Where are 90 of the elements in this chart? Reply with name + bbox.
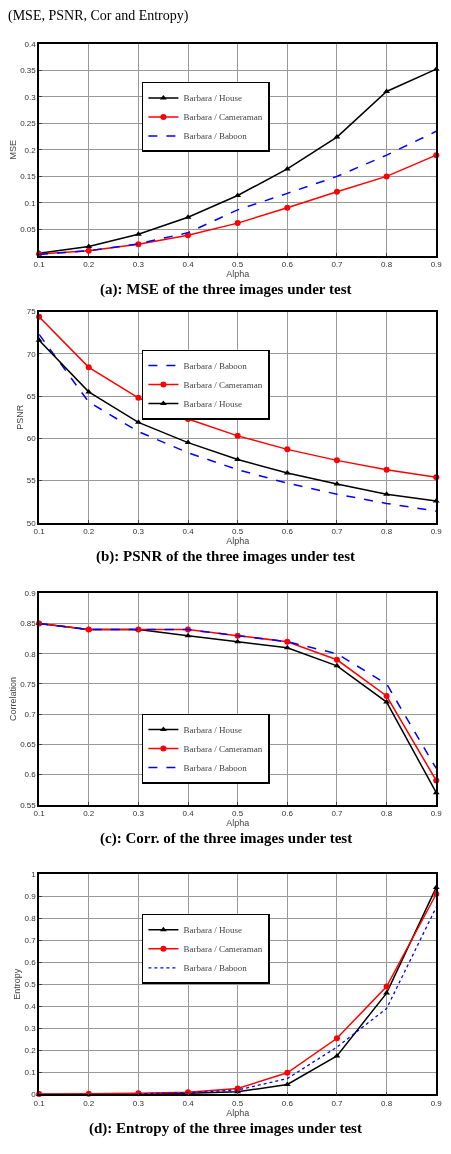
y-axis-title: MSE	[8, 140, 19, 160]
x-tick-label: 0.9	[430, 809, 443, 819]
legend-label: Barbara / House	[183, 93, 242, 104]
x-tick-label: 0.8	[381, 1098, 393, 1108]
x-tick-label: 0.5	[232, 809, 244, 819]
x-tick-label: 0.6	[281, 809, 294, 819]
y-tick-label: 0.8	[24, 914, 37, 924]
x-tick-label: 0.9	[430, 260, 443, 270]
y-tick-label: 0.6	[24, 770, 37, 780]
y-tick-label: 0.3	[24, 1024, 37, 1034]
x-tick-label: 0.3	[132, 1098, 145, 1108]
legend-label: Barbara / Cameraman	[183, 112, 263, 123]
x-axis-title: Alpha	[226, 1107, 250, 1118]
y-tick-label: 0.3	[24, 92, 37, 102]
y-axis-title: Entropy	[12, 968, 23, 1000]
y-tick-label: 0.1	[24, 1068, 37, 1078]
x-tick-label: 0.4	[182, 809, 195, 819]
y-tick-label: 0.5	[24, 980, 37, 990]
y-tick-label: 70	[26, 349, 37, 359]
x-axis-title: Alpha	[226, 269, 250, 280]
x-tick-label: 0.8	[381, 527, 393, 537]
x-tick-label: 0.2	[83, 260, 95, 270]
y-tick-label: 75	[26, 307, 37, 317]
y-tick-label: 50	[26, 518, 37, 528]
x-tick-label: 0.7	[331, 260, 344, 270]
y-tick-label: 1	[31, 869, 37, 879]
x-tick-label: 0.8	[381, 809, 393, 819]
y-tick-label: 0.35	[20, 66, 37, 76]
x-axis-title: Alpha	[226, 818, 250, 829]
x-tick-label: 0.3	[132, 809, 145, 819]
x-tick-label: 0.2	[83, 1098, 95, 1108]
x-tick-label: 0.6	[281, 260, 294, 270]
x-tick-label: 0.7	[331, 527, 344, 537]
legend-label: Barbara / House	[183, 925, 242, 936]
y-tick-label: 0.1	[24, 198, 37, 208]
x-tick-label: 0.3	[132, 260, 145, 270]
text: (MSE, PSNR, Cor and Entropy)	[8, 8, 189, 24]
y-tick-label: 0.75	[20, 679, 37, 689]
y-tick-label: 60	[26, 434, 37, 444]
y-tick-label: 0.9	[24, 589, 37, 599]
x-tick-label: 0.5	[232, 260, 244, 270]
y-axis-title: Correlation	[8, 677, 19, 722]
legend-label: Barbara / House	[183, 399, 242, 410]
x-tick-label: 0.9	[430, 527, 443, 537]
y-tick-label: 65	[26, 391, 37, 401]
y-tick-label: 0.15	[20, 172, 37, 182]
x-tick-label: 0.8	[381, 260, 393, 270]
x-tick-label: 0.5	[232, 1098, 244, 1108]
x-tick-label: 0.7	[331, 809, 344, 819]
x-tick-label: 0.3	[132, 527, 145, 537]
y-tick-label: 0.85	[20, 619, 37, 629]
legend-label: Barbara / Baboon	[183, 963, 248, 974]
x-tick-label: 0.2	[83, 527, 95, 537]
x-tick-label: 0.4	[182, 260, 195, 270]
x-tick-label: 0.9	[430, 1098, 443, 1108]
legend-label: Barbara / Cameraman	[183, 944, 263, 955]
y-tick-label: 0.25	[20, 119, 37, 129]
x-tick-label: 0.2	[83, 809, 95, 819]
y-tick-label: 55	[26, 476, 37, 486]
y-tick-label: 0.4	[24, 39, 37, 49]
legend-label: Barbara / House	[183, 725, 242, 736]
y-tick-label: 0.8	[24, 649, 37, 659]
y-axis-title: PSNR	[14, 404, 25, 430]
x-tick-label: 0.6	[281, 1098, 294, 1108]
y-tick-label: 0.4	[24, 1002, 37, 1012]
y-tick-label: 0.2	[24, 145, 37, 155]
text: (a): MSE of the three images under test	[100, 281, 352, 298]
text: (b): PSNR of the three images under test	[96, 548, 355, 565]
y-tick-label: 0.2	[24, 1046, 37, 1056]
y-tick-label: 0.65	[20, 740, 37, 750]
legend-label: Barbara / Baboon	[183, 131, 248, 142]
legend-label: Barbara / Baboon	[183, 361, 248, 372]
legend-label: Barbara / Baboon	[183, 763, 248, 774]
x-axis-title: Alpha	[226, 536, 250, 547]
y-tick-label: 0.05	[20, 225, 37, 235]
y-tick-label: 0	[31, 1090, 37, 1100]
text: (c): Corr. of the three images under test	[100, 830, 353, 847]
x-tick-label: 0.4	[182, 1098, 195, 1108]
y-tick-label: 0.9	[24, 891, 37, 901]
text: (d): Entropy of the three images under test	[89, 1120, 362, 1137]
x-tick-label: 0.6	[281, 527, 294, 537]
y-tick-label: 0.55	[20, 800, 37, 810]
x-tick-label: 0.5	[232, 527, 244, 537]
y-tick-label: 0.6	[24, 958, 37, 968]
legend-label: Barbara / Cameraman	[183, 380, 263, 391]
x-tick-label: 0.4	[182, 527, 195, 537]
y-tick-label: 0.7	[24, 709, 37, 719]
x-tick-label: 0.7	[331, 1098, 344, 1108]
legend-label: Barbara / Cameraman	[183, 744, 263, 755]
y-tick-label: 0.7	[24, 936, 37, 946]
